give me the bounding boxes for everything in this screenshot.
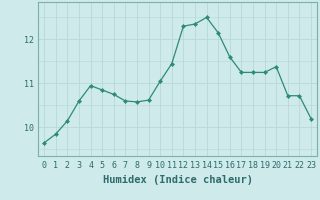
X-axis label: Humidex (Indice chaleur): Humidex (Indice chaleur) [103, 175, 252, 185]
